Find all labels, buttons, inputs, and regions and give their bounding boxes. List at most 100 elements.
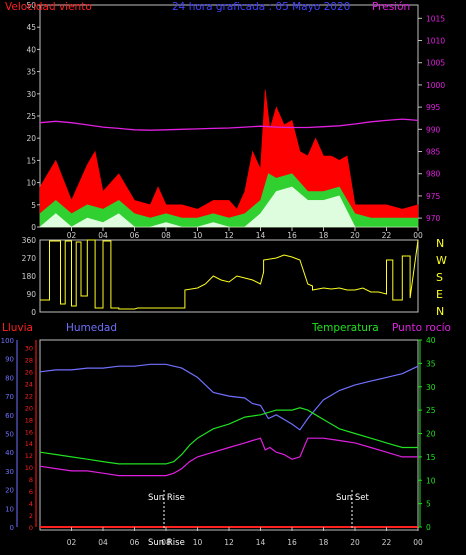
humidity-tick: 20 [5, 487, 14, 495]
rain-tick: 6 [29, 488, 33, 496]
rain-tick: 30 [25, 344, 33, 352]
time-tick-bottom: 18 [319, 538, 329, 547]
humidity-tick: 10 [5, 505, 14, 513]
compass-label-w: W [436, 254, 447, 267]
temperature-tick: 20 [426, 430, 436, 439]
time-tick-top: 04 [98, 231, 108, 240]
rain-tick: 12 [25, 452, 33, 460]
time-tick-top: 18 [319, 231, 329, 240]
pressure-tick: 990 [426, 125, 441, 134]
chart-title: 24 hora graficada : 05 Mayo 2020 [172, 1, 350, 13]
wind-speed-tick: 25 [26, 112, 36, 121]
compass-label-s: S [436, 271, 443, 284]
humidity-tick: 40 [5, 449, 14, 457]
humidity-line [39, 363, 419, 431]
time-tick-top: 12 [224, 231, 234, 240]
time-tick-top: 06 [130, 231, 140, 240]
humidity-tick: 30 [5, 468, 14, 476]
wind-speed-axis-title: Velocidad viento [5, 1, 92, 13]
rain-tick: 14 [25, 440, 33, 448]
humidity-tick: 100 [1, 337, 14, 345]
pressure-axis-title: Presión [372, 1, 410, 13]
rain-tick: 4 [29, 500, 33, 508]
wind-speed-tick: 15 [26, 156, 36, 165]
time-tick-top: 16 [287, 231, 297, 240]
time-tick-bottom: 16 [287, 538, 297, 547]
pressure-tick: 995 [426, 103, 441, 112]
pressure-tick: 1015 [426, 14, 445, 23]
wind-direction-plot-frame [39, 239, 419, 313]
temperature-tick: 0 [426, 523, 431, 532]
temperature-axis-title: Temperatura [311, 322, 379, 334]
humidity-tick: 50 [5, 431, 14, 439]
time-tick-bottom: 12 [224, 538, 234, 547]
wind-speed-tick: 5 [31, 201, 36, 210]
temperature-tick: 30 [426, 383, 436, 392]
compass-label-e: E [436, 288, 443, 301]
wind-speed-tick: 35 [26, 68, 36, 77]
pressure-tick: 980 [426, 170, 441, 179]
time-tick-top: 10 [193, 231, 203, 240]
rain-tick: 16 [25, 428, 33, 436]
compass-label-n-bottom: N [436, 305, 444, 318]
pressure-tick: 970 [426, 214, 441, 223]
humidity-tick: 60 [5, 412, 14, 420]
time-tick-bottom: 22 [382, 538, 392, 547]
time-tick-bottom: 08 [161, 538, 171, 547]
wind-gust-area [39, 89, 419, 228]
axis-tick-labels: 0510152025303540455097097598098599099510… [1, 1, 446, 547]
compass-label-n-top: N [436, 237, 444, 250]
temperature-tick: 40 [426, 336, 436, 345]
sunrise-label: Sun Rise [148, 493, 185, 503]
rain-axis-title: Lluvia [2, 322, 33, 334]
time-tick-top: 14 [256, 231, 266, 240]
pressure-tick: 1010 [426, 37, 445, 46]
rain-tick: 10 [25, 464, 33, 472]
dewpoint-line [39, 437, 418, 477]
temperature-tick: 10 [426, 476, 436, 485]
rain-tick: 0 [29, 524, 33, 532]
rain-tick: 22 [25, 392, 33, 400]
rain-tick: 2 [29, 512, 33, 520]
rain-tick: 28 [25, 356, 33, 364]
time-tick-bottom: 20 [350, 538, 360, 547]
direction-tick: 0 [31, 308, 36, 317]
wind-speed-tick: 10 [26, 179, 36, 188]
time-tick-top: 08 [161, 231, 171, 240]
rain-tick: 20 [25, 404, 33, 412]
time-tick-top: 20 [350, 231, 360, 240]
direction-tick: 360 [22, 236, 37, 245]
wind-speed-tick: 50 [26, 1, 36, 10]
humidity-tick: 90 [5, 356, 14, 364]
rain-tick: 24 [25, 380, 33, 388]
time-tick-bottom: 14 [256, 538, 266, 547]
temperature-tick: 35 [426, 359, 436, 368]
dewpoint-axis-title: Punto rocío [392, 322, 451, 334]
temperature-tick: 15 [426, 453, 436, 462]
pressure-line [39, 118, 419, 131]
direction-tick: 90 [26, 290, 36, 299]
humidity-tick: 0 [10, 524, 14, 532]
rain-tick: 18 [25, 416, 33, 424]
wind-direction-series [40, 239, 419, 310]
wind-direction-line [40, 239, 419, 310]
humidity-tick: 80 [5, 374, 14, 382]
wind-pressure-series [39, 89, 419, 228]
time-tick-top: 22 [382, 231, 392, 240]
time-tick-bottom: 10 [193, 538, 203, 547]
time-tick-top: 00 [413, 231, 423, 240]
time-tick-bottom: 04 [98, 538, 108, 547]
temperature-line [39, 407, 418, 465]
rain-tick: 8 [29, 476, 33, 484]
time-tick-bottom: 00 [413, 538, 423, 547]
pressure-tick: 985 [426, 148, 441, 157]
wind-speed-tick: 45 [26, 23, 36, 32]
direction-tick: 270 [22, 254, 37, 263]
sunrise-axis-label: Sun Rise [148, 538, 185, 548]
time-tick-bottom: 06 [130, 538, 140, 547]
wind-wind_min-area [39, 186, 418, 228]
wind-speed-tick: 30 [26, 90, 36, 99]
pressure-tick: 975 [426, 192, 441, 201]
